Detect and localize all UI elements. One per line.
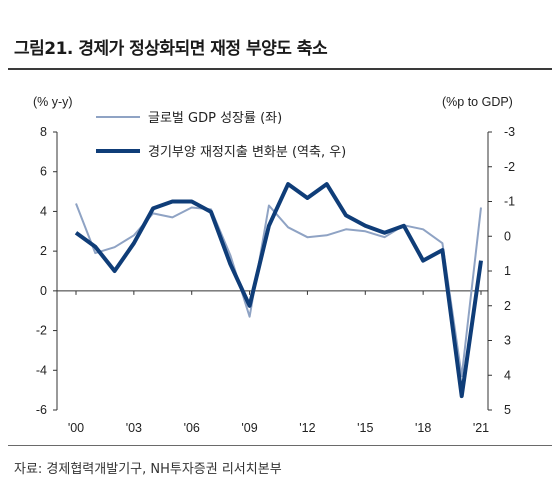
right-tick-label: 5: [504, 403, 511, 417]
left-tick-label: -4: [36, 363, 47, 377]
x-tick-label: '21: [473, 421, 489, 435]
left-tick-label: -2: [36, 324, 47, 338]
x-tick-label: '03: [126, 421, 142, 435]
left-axis-unit: (% y-y): [33, 95, 73, 109]
source-note: 자료: 경제협력개발기구, NH투자증권 리서치본부: [14, 462, 282, 477]
left-tick-label: 8: [40, 125, 47, 139]
right-tick-label: 2: [504, 299, 511, 313]
left-tick-label: 4: [40, 204, 47, 218]
right-tick-label: 4: [504, 368, 511, 382]
chart-title: 그림21. 경제가 정상화되면 재정 부양도 축소: [14, 39, 328, 59]
right-axis-unit: (%p to GDP): [442, 95, 513, 109]
x-tick-label: '00: [68, 421, 84, 435]
x-tick-label: '09: [241, 421, 257, 435]
x-tick-label: '12: [299, 421, 315, 435]
legend-label-fiscal: 경기부양 재정지출 변화분 (역축, 우): [148, 145, 346, 160]
title-divider: [8, 68, 552, 70]
series-gdp-growth-line: [75, 203, 482, 378]
left-tick-label: 6: [40, 165, 47, 179]
footer-divider: [8, 445, 552, 446]
right-tick-label: 1: [504, 264, 511, 278]
right-tick-label: -3: [504, 125, 515, 139]
right-tick-label: -1: [504, 195, 515, 209]
x-tick-label: '06: [184, 421, 200, 435]
left-tick-label: -6: [36, 403, 47, 417]
legend-label-gdp: 글로벌 GDP 성장률 (좌): [148, 111, 282, 126]
series-fiscal-stimulus-line: [74, 182, 483, 399]
right-tick-label: -2: [504, 160, 515, 174]
right-tick-label: 3: [504, 334, 511, 348]
right-tick-label: 0: [504, 229, 511, 243]
left-tick-label: 0: [40, 284, 47, 298]
left-tick-label: 2: [40, 244, 47, 258]
x-tick-label: '18: [415, 421, 431, 435]
x-tick-label: '15: [357, 421, 373, 435]
